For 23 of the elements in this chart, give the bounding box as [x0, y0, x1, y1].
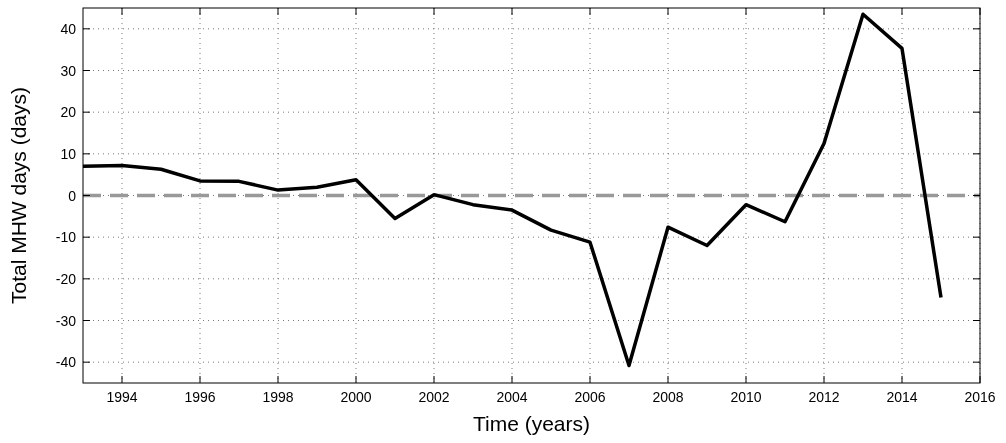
x-tick-label: 2006 [574, 389, 606, 405]
x-tick-label: 2002 [418, 389, 450, 405]
y-tick-label: -30 [55, 312, 77, 329]
y-tick-label: 30 [60, 62, 77, 79]
y-tick-label: -10 [55, 229, 77, 246]
x-tick-label: 2008 [652, 389, 684, 405]
x-tick-label: 2010 [730, 389, 762, 405]
x-tick-label: 1994 [106, 389, 138, 405]
x-tick-label: 2016 [964, 389, 996, 405]
y-axis-title: Total MHW days (days) [7, 86, 30, 305]
x-tick-label: 1996 [184, 389, 216, 405]
x-tick-label: 1998 [262, 389, 294, 405]
y-tick-label: -20 [55, 270, 77, 287]
y-tick-label: -40 [55, 354, 77, 371]
x-axis-title: Time (years) [472, 412, 591, 435]
y-tick-label: 0 [68, 187, 77, 204]
y-tick-label: 10 [60, 145, 77, 162]
x-tick-label: 2014 [886, 389, 918, 405]
x-tick-label: 2000 [340, 389, 372, 405]
y-tick-label: 20 [60, 104, 77, 121]
y-tick-label: 40 [60, 20, 77, 37]
x-tick-label: 2012 [808, 389, 840, 405]
x-tick-label: 2004 [496, 389, 528, 405]
